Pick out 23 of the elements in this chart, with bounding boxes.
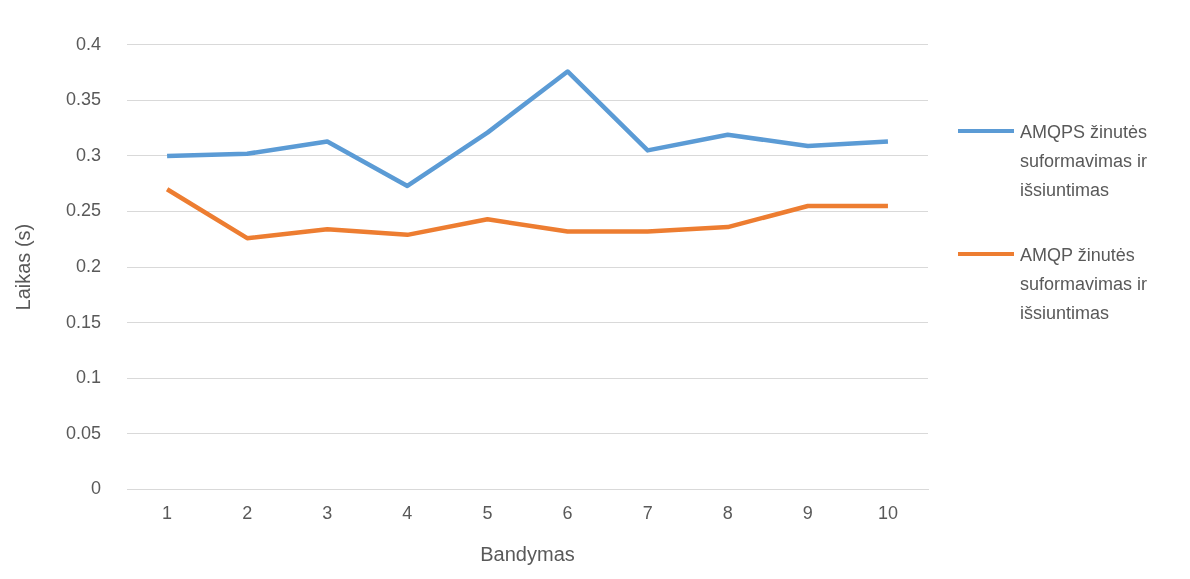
legend-label: AMQP žinutės suformavimas ir išsiuntimas (1020, 244, 1149, 325)
x-tick-label: 6 (562, 503, 573, 524)
y-tick-label: 0.05 (65, 422, 102, 443)
y-tick-label: 0.25 (65, 200, 102, 221)
x-tick-label: 8 (722, 503, 733, 524)
y-tick-label: 0 (91, 478, 102, 499)
x-axis-title: Bandymas (480, 542, 575, 565)
x-tick-label: 7 (642, 503, 653, 524)
y-tick-label: 0.3 (76, 144, 102, 165)
x-tick-label: 9 (802, 503, 813, 524)
x-tick-label: 1 (162, 503, 173, 524)
x-tick-label: 4 (402, 503, 413, 524)
x-tick-label: 5 (482, 503, 493, 524)
y-tick-label: 0.4 (76, 33, 102, 54)
y-axis-title: Laikas (s) (11, 223, 34, 311)
legend-label: AMQPS žinutės suformavimas ir išsiuntimas (1020, 121, 1149, 202)
y-tick-label: 0.35 (65, 89, 102, 110)
x-tick-label: 10 (877, 503, 898, 524)
y-tick-label: 0.2 (76, 256, 102, 277)
x-tick-label: 3 (322, 503, 333, 524)
y-tick-label: 0.15 (65, 311, 102, 332)
y-tick-label: 0.1 (76, 367, 102, 388)
x-tick-label: 2 (242, 503, 253, 524)
